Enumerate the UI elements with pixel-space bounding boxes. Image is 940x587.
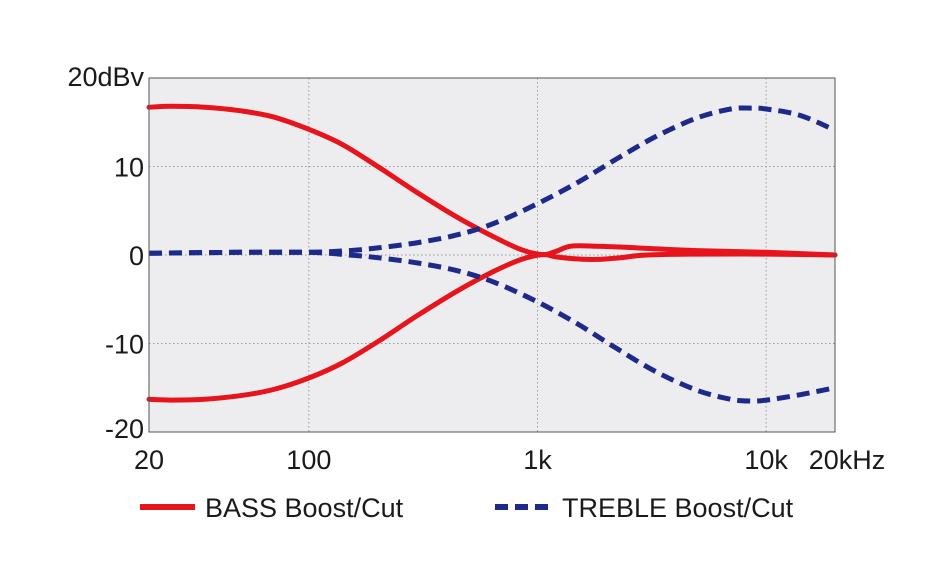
bass-curve-boost <box>146 103 838 258</box>
y-tick-label: -10 <box>105 330 144 360</box>
y-tick-label: -20 <box>105 414 144 444</box>
x-tick-label: 100 <box>286 445 331 475</box>
x-tick-label: 20 <box>134 445 164 475</box>
x-tick-label: 20kHz <box>809 445 886 475</box>
x-tick-label: 10k <box>744 445 788 475</box>
legend-label-treble: TREBLE Boost/Cut <box>562 493 794 523</box>
treble-curve-cut <box>148 249 836 404</box>
y-tick-label: 0 <box>129 241 144 271</box>
bass-curve-cut <box>146 251 838 403</box>
y-tick-label: 20dBv <box>67 62 144 92</box>
x-tick-label: 1k <box>523 445 552 475</box>
legend: BASS Boost/Cut TREBLE Boost/Cut <box>140 493 794 523</box>
legend-label-bass: BASS Boost/Cut <box>205 493 404 523</box>
x-axis-ticks: 20 100 1k 10k 20kHz <box>134 445 885 475</box>
series-layer <box>146 103 838 404</box>
y-axis-ticks: 20dBv 10 0 -10 -20 <box>67 62 144 444</box>
plot-frame <box>148 77 836 433</box>
y-tick-label: 10 <box>114 153 144 183</box>
